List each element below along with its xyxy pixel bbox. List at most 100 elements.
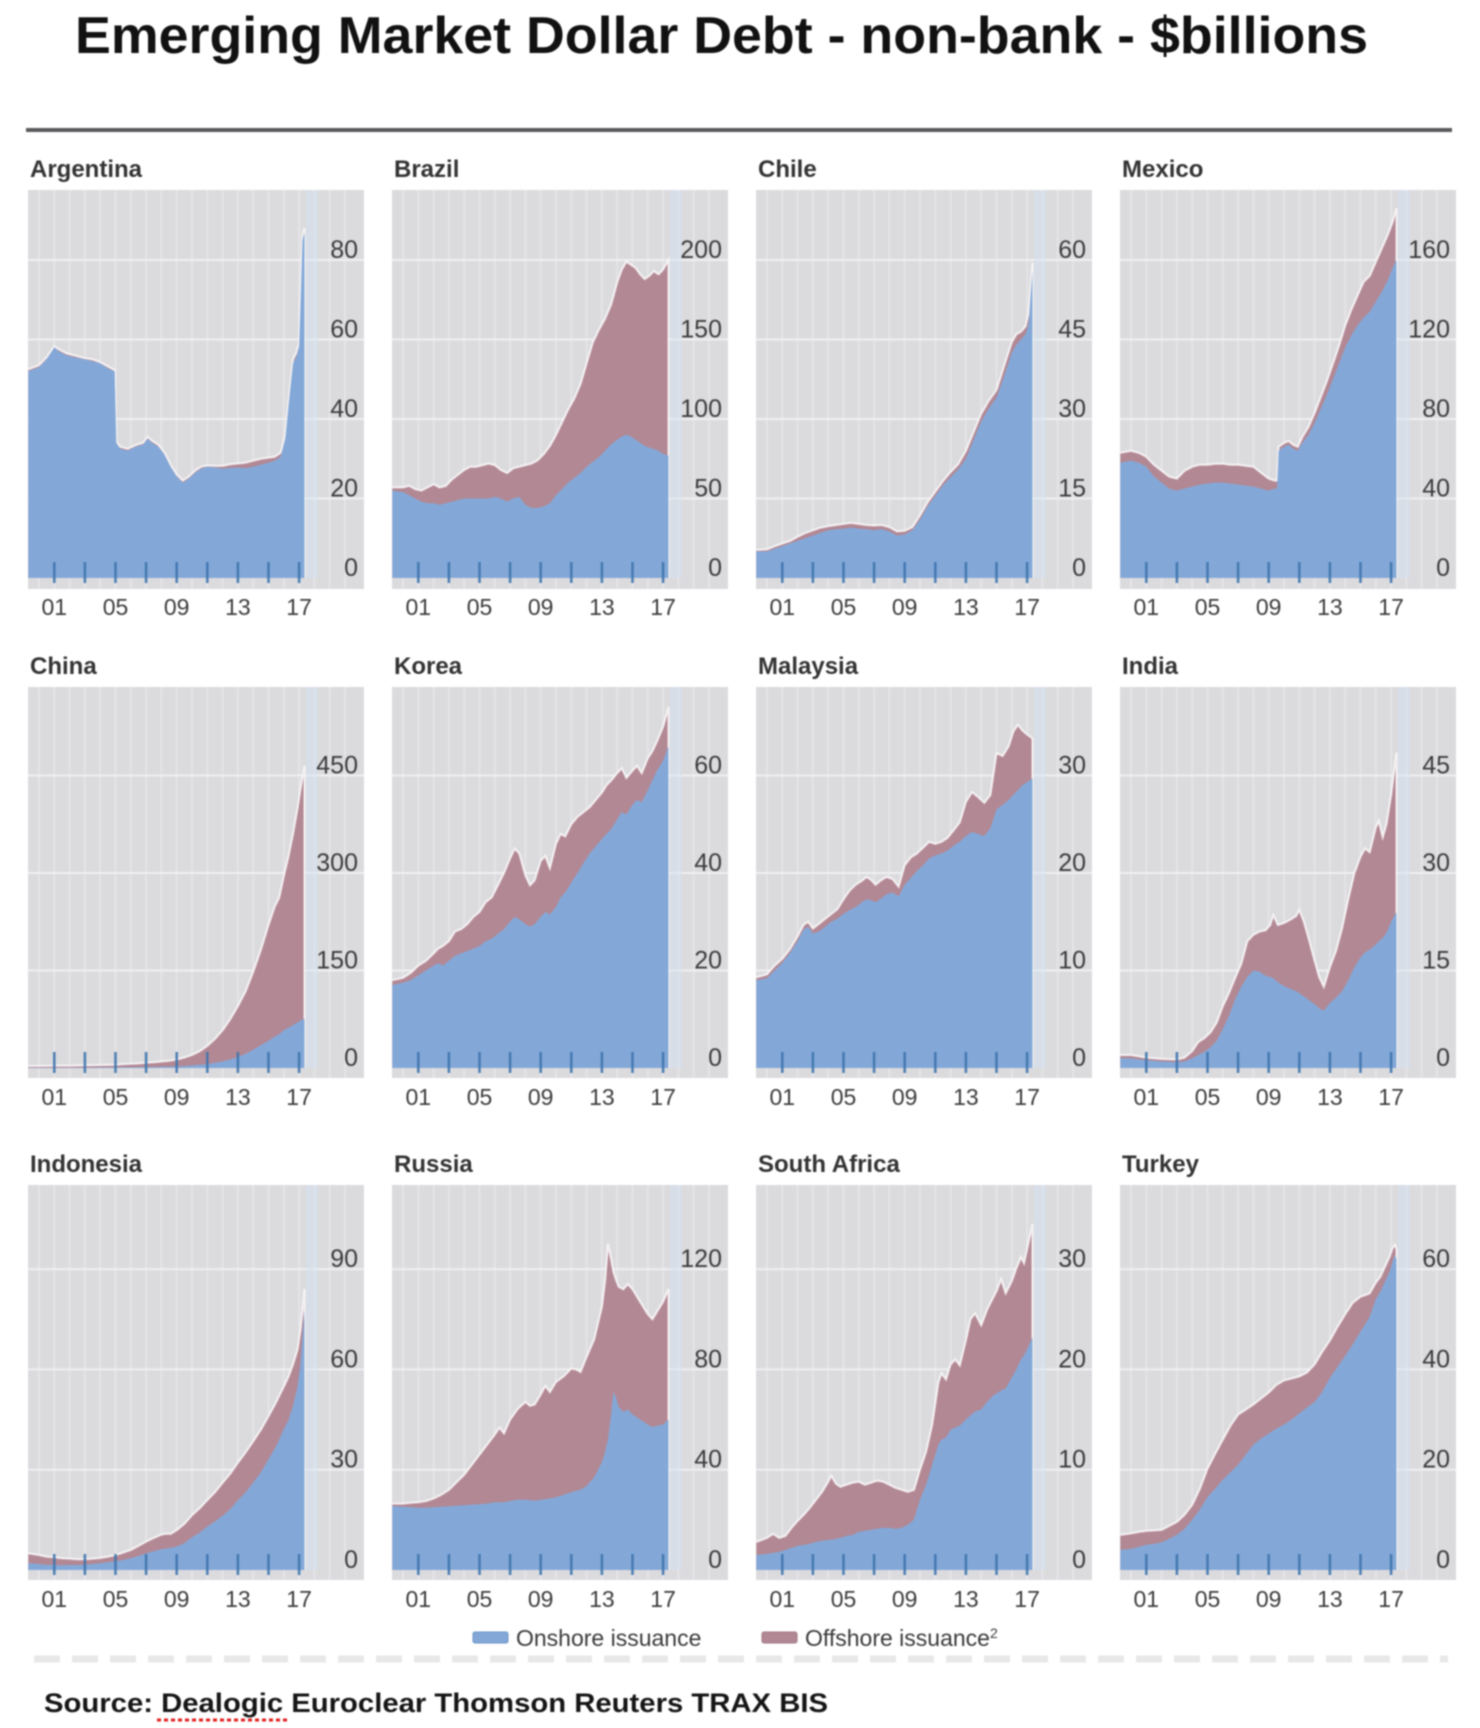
svg-text:09: 09 bbox=[164, 594, 190, 620]
svg-text:05: 05 bbox=[1195, 594, 1221, 620]
svg-text:05: 05 bbox=[467, 1084, 493, 1110]
svg-text:0: 0 bbox=[1436, 1546, 1450, 1574]
svg-text:Argentina: Argentina bbox=[30, 156, 143, 183]
svg-text:09: 09 bbox=[528, 594, 554, 620]
svg-text:20: 20 bbox=[1058, 1345, 1086, 1373]
svg-text:01: 01 bbox=[406, 1586, 432, 1612]
svg-text:0: 0 bbox=[708, 1546, 722, 1574]
svg-text:100: 100 bbox=[680, 395, 722, 423]
svg-text:17: 17 bbox=[1014, 594, 1040, 620]
svg-text:17: 17 bbox=[286, 1084, 312, 1110]
svg-text:10: 10 bbox=[1058, 947, 1086, 975]
svg-text:01: 01 bbox=[770, 594, 796, 620]
svg-text:09: 09 bbox=[164, 1084, 190, 1110]
svg-text:13: 13 bbox=[589, 1586, 615, 1612]
svg-text:09: 09 bbox=[164, 1586, 190, 1612]
svg-text:0: 0 bbox=[344, 1546, 358, 1574]
svg-text:09: 09 bbox=[1256, 594, 1282, 620]
svg-text:200: 200 bbox=[680, 236, 722, 264]
svg-text:Emerging Market Dollar Debt -: Emerging Market Dollar Debt - non-bank -… bbox=[75, 7, 1368, 65]
svg-text:05: 05 bbox=[103, 1084, 129, 1110]
svg-text:05: 05 bbox=[103, 594, 129, 620]
svg-text:01: 01 bbox=[42, 1084, 68, 1110]
svg-text:05: 05 bbox=[467, 594, 493, 620]
svg-text:09: 09 bbox=[892, 594, 918, 620]
svg-text:0: 0 bbox=[344, 1044, 358, 1072]
svg-text:13: 13 bbox=[953, 1084, 979, 1110]
svg-text:45: 45 bbox=[1422, 752, 1450, 780]
svg-text:150: 150 bbox=[316, 947, 358, 975]
svg-text:17: 17 bbox=[1378, 1586, 1404, 1612]
svg-text:45: 45 bbox=[1058, 316, 1086, 344]
svg-text:Brazil: Brazil bbox=[394, 156, 459, 183]
svg-text:50: 50 bbox=[694, 475, 722, 503]
svg-text:17: 17 bbox=[650, 594, 676, 620]
svg-text:17: 17 bbox=[286, 594, 312, 620]
svg-text:10: 10 bbox=[1058, 1446, 1086, 1474]
svg-text:13: 13 bbox=[953, 594, 979, 620]
svg-text:01: 01 bbox=[42, 594, 68, 620]
svg-text:01: 01 bbox=[1134, 1586, 1160, 1612]
svg-text:05: 05 bbox=[831, 1084, 857, 1110]
svg-text:17: 17 bbox=[1014, 1084, 1040, 1110]
svg-text:30: 30 bbox=[1058, 1245, 1086, 1273]
svg-text:40: 40 bbox=[694, 849, 722, 877]
svg-text:Malaysia: Malaysia bbox=[758, 653, 859, 680]
svg-text:30: 30 bbox=[330, 1446, 358, 1474]
svg-text:13: 13 bbox=[1317, 1586, 1343, 1612]
svg-text:60: 60 bbox=[1058, 236, 1086, 264]
svg-text:150: 150 bbox=[680, 316, 722, 344]
svg-text:450: 450 bbox=[316, 752, 358, 780]
svg-text:09: 09 bbox=[528, 1084, 554, 1110]
svg-text:120: 120 bbox=[680, 1245, 722, 1273]
svg-text:Korea: Korea bbox=[394, 653, 463, 680]
svg-text:30: 30 bbox=[1058, 395, 1086, 423]
svg-text:09: 09 bbox=[1256, 1586, 1282, 1612]
svg-text:09: 09 bbox=[528, 1586, 554, 1612]
svg-text:20: 20 bbox=[694, 947, 722, 975]
svg-text:13: 13 bbox=[225, 594, 251, 620]
svg-text:40: 40 bbox=[694, 1446, 722, 1474]
svg-text:01: 01 bbox=[770, 1084, 796, 1110]
svg-text:09: 09 bbox=[892, 1586, 918, 1612]
svg-text:60: 60 bbox=[1422, 1245, 1450, 1273]
svg-text:0: 0 bbox=[344, 554, 358, 582]
svg-text:17: 17 bbox=[286, 1586, 312, 1612]
svg-text:05: 05 bbox=[831, 594, 857, 620]
svg-text:120: 120 bbox=[1408, 316, 1450, 344]
svg-text:17: 17 bbox=[1014, 1586, 1040, 1612]
svg-text:80: 80 bbox=[694, 1345, 722, 1373]
svg-text:160: 160 bbox=[1408, 236, 1450, 264]
svg-text:80: 80 bbox=[1422, 395, 1450, 423]
svg-text:40: 40 bbox=[1422, 1345, 1450, 1373]
svg-text:Turkey: Turkey bbox=[1122, 1151, 1200, 1178]
svg-text:13: 13 bbox=[1317, 1084, 1343, 1110]
svg-text:13: 13 bbox=[1317, 594, 1343, 620]
svg-text:17: 17 bbox=[1378, 1084, 1404, 1110]
svg-text:13: 13 bbox=[589, 1084, 615, 1110]
svg-text:15: 15 bbox=[1058, 475, 1086, 503]
svg-text:30: 30 bbox=[1058, 752, 1086, 780]
svg-text:17: 17 bbox=[650, 1586, 676, 1612]
svg-text:05: 05 bbox=[467, 1586, 493, 1612]
svg-text:60: 60 bbox=[330, 1345, 358, 1373]
svg-text:05: 05 bbox=[831, 1586, 857, 1612]
svg-text:300: 300 bbox=[316, 849, 358, 877]
svg-text:30: 30 bbox=[1422, 849, 1450, 877]
svg-text:09: 09 bbox=[892, 1084, 918, 1110]
svg-text:20: 20 bbox=[330, 475, 358, 503]
svg-text:20: 20 bbox=[1422, 1446, 1450, 1474]
svg-text:80: 80 bbox=[330, 236, 358, 264]
svg-text:40: 40 bbox=[330, 395, 358, 423]
svg-text:01: 01 bbox=[770, 1586, 796, 1612]
svg-text:South Africa: South Africa bbox=[758, 1151, 900, 1178]
svg-text:90: 90 bbox=[330, 1245, 358, 1273]
svg-text:0: 0 bbox=[1072, 554, 1086, 582]
svg-text:India: India bbox=[1122, 653, 1179, 680]
svg-text:0: 0 bbox=[708, 1044, 722, 1072]
svg-text:17: 17 bbox=[650, 1084, 676, 1110]
svg-text:13: 13 bbox=[589, 594, 615, 620]
svg-text:05: 05 bbox=[1195, 1084, 1221, 1110]
svg-text:01: 01 bbox=[406, 594, 432, 620]
svg-text:01: 01 bbox=[42, 1586, 68, 1612]
